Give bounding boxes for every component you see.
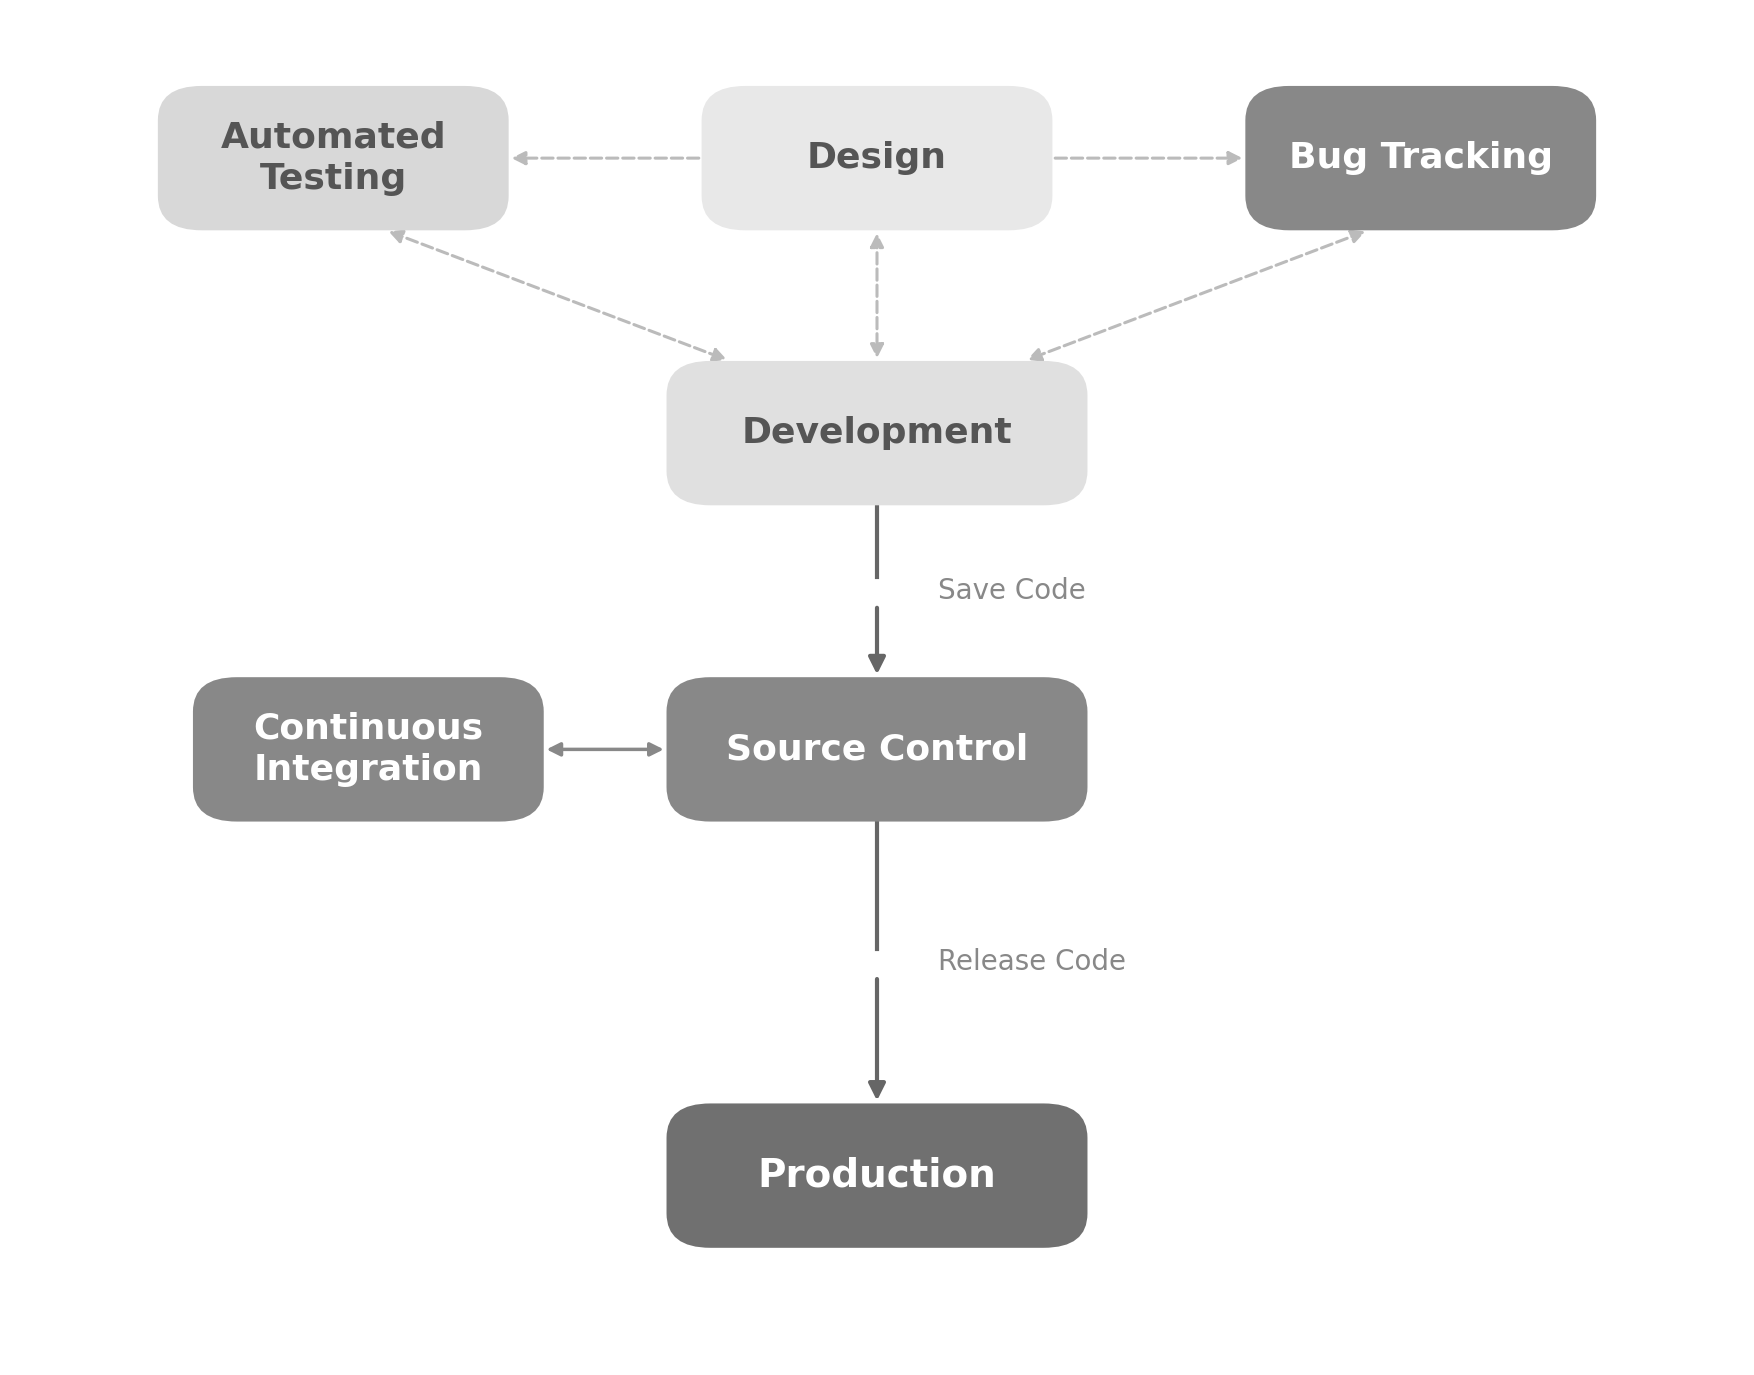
Text: Source Control: Source Control [726, 733, 1028, 766]
Text: Save Code: Save Code [938, 578, 1086, 605]
Text: Development: Development [742, 417, 1012, 450]
Text: Bug Tracking: Bug Tracking [1289, 142, 1552, 175]
FancyBboxPatch shape [158, 87, 509, 231]
Text: Automated
Testing: Automated Testing [221, 120, 446, 197]
FancyBboxPatch shape [193, 676, 544, 822]
FancyBboxPatch shape [667, 676, 1087, 822]
Text: Continuous
Integration: Continuous Integration [253, 711, 484, 788]
FancyBboxPatch shape [667, 1103, 1087, 1248]
FancyBboxPatch shape [667, 360, 1087, 505]
Text: Design: Design [807, 142, 947, 175]
Text: Release Code: Release Code [938, 949, 1126, 976]
FancyBboxPatch shape [1245, 87, 1596, 231]
Text: Production: Production [758, 1156, 996, 1195]
FancyBboxPatch shape [702, 87, 1052, 231]
